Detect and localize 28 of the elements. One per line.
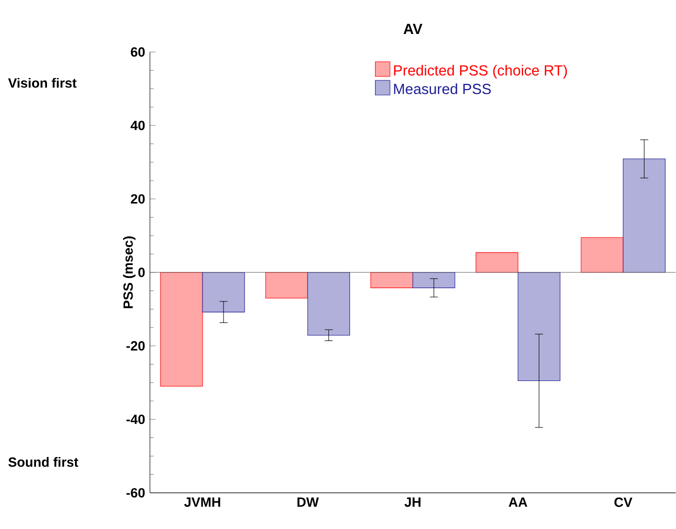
x-tick-label: JVMH [184, 498, 220, 507]
bar [370, 272, 414, 288]
y-tick-label: 40 [130, 120, 145, 130]
x-tick-label: JH [404, 498, 420, 507]
x-tick-label: CV [614, 498, 632, 508]
y-tick-label: 60 [130, 47, 145, 57]
bar [160, 272, 203, 387]
y-tick-label: -60 [126, 488, 145, 498]
legend-label: Measured PSS [394, 83, 491, 94]
y-tick-label: 0 [138, 268, 145, 278]
y-tick-label: 20 [130, 194, 145, 204]
y-tick-label: -40 [126, 414, 145, 424]
bar [202, 272, 245, 312]
bar [307, 272, 350, 336]
bar [476, 252, 518, 273]
x-tick-label: AA [508, 498, 528, 507]
chart-title: AV [404, 24, 422, 34]
y-axis-title: PSS (msec) [123, 236, 136, 308]
text: Vision first [8, 78, 77, 88]
bar [622, 158, 666, 273]
bar [580, 237, 624, 273]
y-tick-label: -20 [126, 341, 145, 351]
bar [265, 272, 308, 298]
legend-label: Predicted PSS (choice RT) [394, 64, 567, 79]
text: Sound first [8, 457, 78, 467]
x-tick-label: DW [297, 498, 319, 507]
bar [412, 272, 456, 288]
bar [518, 272, 560, 382]
